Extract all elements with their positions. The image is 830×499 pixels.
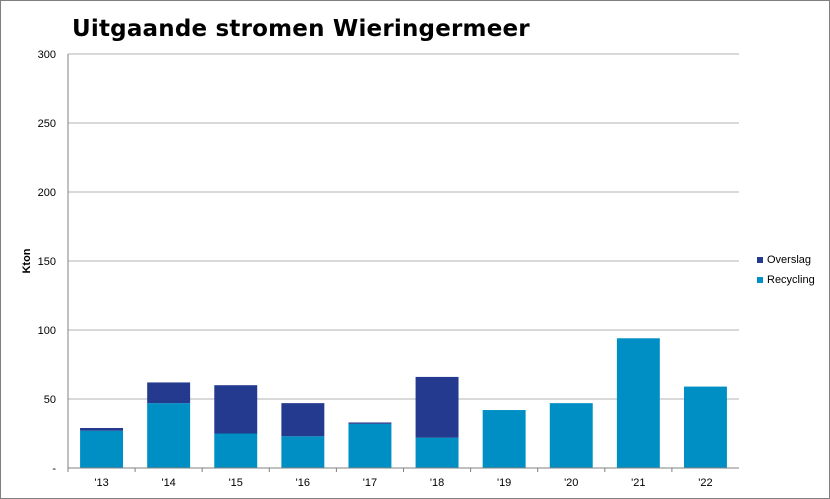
bar-recycling [683, 386, 727, 468]
bar-recycling [147, 403, 191, 468]
y-tick-label: 200 [38, 187, 56, 199]
x-axis-ticks: '13 '14 '15 '16 '17 '18 '19 '20 '21 '22 [67, 468, 713, 489]
bar-recycling [616, 338, 660, 468]
bar-overslag [214, 385, 258, 434]
bar-recycling [348, 423, 392, 468]
x-tick-label: '17 [363, 477, 377, 489]
y-tick-label: 250 [38, 118, 56, 130]
x-tick-label: '16 [296, 477, 310, 489]
legend-swatch [757, 277, 763, 283]
x-tick-label: '13 [94, 477, 108, 489]
bar-overslag [281, 403, 325, 437]
x-tick-label: '20 [564, 477, 578, 489]
bar-overslag [415, 376, 459, 438]
y-axis-label: Kton [21, 248, 33, 273]
legend-label: Overslag [767, 254, 812, 266]
bar-overslag [348, 422, 392, 424]
bar-recycling [80, 430, 124, 468]
gridlines [68, 53, 739, 400]
y-tick-label: 50 [44, 394, 56, 406]
legend-item-overslag: Overslag [757, 254, 811, 266]
bar-overslag [80, 427, 124, 431]
y-tick-label: 100 [38, 325, 56, 337]
legend-label: Recycling [767, 274, 815, 286]
y-tick-label: 150 [38, 256, 56, 268]
legend-swatch [757, 257, 763, 263]
bar-overslag [147, 382, 191, 404]
chart-title: Uitgaande stromen Wieringermeer [72, 16, 530, 42]
bar-recycling [415, 437, 459, 468]
x-tick-label: '18 [430, 477, 444, 489]
bar-recycling [549, 403, 593, 468]
x-tick-label: '14 [161, 477, 175, 489]
x-tick-label: '15 [229, 477, 243, 489]
bar-recycling [482, 410, 526, 468]
bars [80, 338, 727, 468]
x-tick-label: '22 [698, 477, 712, 489]
x-tick-label: '21 [631, 477, 645, 489]
bar-recycling [281, 436, 325, 468]
y-tick-label: - [52, 463, 56, 475]
y-tick-label: 300 [38, 49, 56, 61]
bar-recycling [214, 433, 258, 468]
x-tick-label: '19 [497, 477, 511, 489]
y-axis-ticks: - 50 100 150 200 250 300 [38, 49, 57, 475]
legend-item-recycling: Recycling [757, 274, 815, 286]
axes [67, 54, 739, 469]
